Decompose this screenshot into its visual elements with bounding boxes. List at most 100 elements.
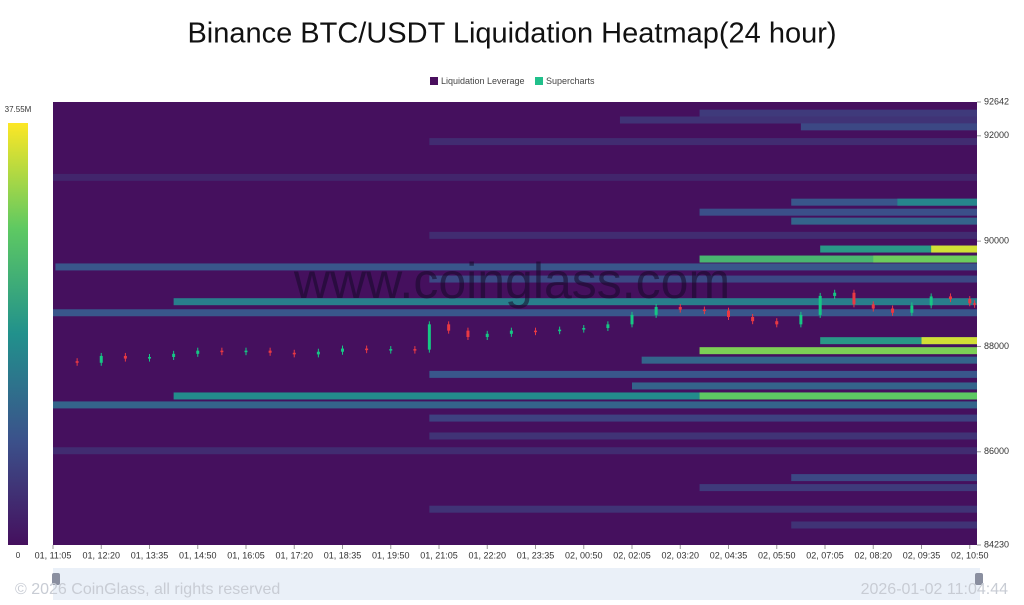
heat-band bbox=[429, 370, 977, 378]
heat-band bbox=[641, 356, 977, 364]
heat-band bbox=[699, 347, 977, 355]
heat-band bbox=[791, 474, 977, 482]
candle bbox=[427, 324, 431, 350]
heat-band bbox=[699, 109, 977, 117]
legend-swatch bbox=[430, 77, 438, 85]
y-tick-label: 90000 bbox=[984, 236, 1009, 246]
candle bbox=[341, 348, 345, 352]
x-tick-label: 01, 18:35 bbox=[324, 550, 362, 560]
heat-band bbox=[429, 432, 977, 440]
heat-band bbox=[873, 255, 977, 263]
color-bar-label: 0 bbox=[16, 551, 21, 560]
candle bbox=[244, 350, 248, 353]
candle bbox=[929, 296, 933, 306]
navigator bbox=[53, 568, 980, 600]
candle bbox=[316, 351, 320, 355]
y-tick-label: 86000 bbox=[984, 446, 1009, 456]
candle bbox=[485, 333, 489, 337]
y-tick-label: 92642 bbox=[984, 96, 1009, 106]
candle bbox=[99, 355, 103, 363]
legend-label: Supercharts bbox=[546, 76, 595, 86]
x-tick-label: 02, 10:50 bbox=[951, 550, 989, 560]
heat-band bbox=[699, 484, 977, 492]
chart-title: Binance BTC/USDT Liquidation Heatmap(24 … bbox=[187, 18, 836, 50]
y-tick-label: 88000 bbox=[984, 341, 1009, 351]
heat-band bbox=[429, 414, 977, 422]
heat-band bbox=[931, 245, 977, 253]
candle bbox=[534, 330, 538, 333]
candle bbox=[75, 361, 79, 363]
candle bbox=[818, 295, 822, 315]
x-tick-label: 01, 13:35 bbox=[131, 550, 169, 560]
candle bbox=[558, 329, 562, 332]
candle bbox=[220, 350, 224, 353]
candle bbox=[973, 303, 977, 305]
heat-band bbox=[429, 138, 977, 146]
heat-band bbox=[173, 392, 977, 400]
candle bbox=[833, 292, 837, 296]
heat-band bbox=[53, 401, 977, 409]
heat-band bbox=[791, 217, 977, 225]
heat-band bbox=[53, 447, 977, 455]
heat-band bbox=[820, 337, 977, 345]
navigator-handle[interactable] bbox=[52, 573, 60, 585]
x-tick-label: 02, 03:20 bbox=[661, 550, 699, 560]
candle bbox=[654, 306, 658, 315]
legend-label: Liquidation Leverage bbox=[441, 76, 525, 86]
heat-band bbox=[791, 198, 977, 206]
x-tick-label: 01, 23:35 bbox=[517, 550, 555, 560]
heat-band bbox=[53, 309, 977, 317]
candle bbox=[582, 328, 586, 330]
plot: www.coinglass.com bbox=[53, 102, 977, 545]
candle bbox=[466, 330, 470, 337]
y-tick-label: 84230 bbox=[984, 539, 1009, 549]
candle bbox=[389, 349, 393, 351]
x-tick-label: 01, 17:20 bbox=[275, 550, 313, 560]
candle bbox=[678, 306, 682, 310]
candle bbox=[172, 353, 176, 357]
x-tick-label: 02, 05:50 bbox=[758, 550, 796, 560]
candle bbox=[751, 316, 755, 322]
x-tick-label: 01, 22:20 bbox=[468, 550, 506, 560]
candle bbox=[196, 350, 200, 354]
x-tick-label: 01, 14:50 bbox=[179, 550, 217, 560]
heat-band bbox=[53, 173, 977, 181]
heat-band bbox=[429, 275, 977, 283]
footer-copyright: © 2026 CoinGlass, all rights reserved bbox=[15, 581, 280, 598]
candle bbox=[799, 314, 803, 325]
x-tick-label: 02, 09:35 bbox=[903, 550, 941, 560]
heat-band bbox=[55, 263, 977, 271]
footer-timestamp: 2026-01-02 11:04:44 bbox=[861, 581, 1008, 598]
candle bbox=[509, 330, 513, 334]
candle bbox=[871, 304, 875, 309]
watermark: www.coinglass.com bbox=[293, 253, 730, 309]
x-tick-label: 02, 07:05 bbox=[806, 550, 844, 560]
candle bbox=[727, 310, 731, 317]
candle bbox=[910, 305, 914, 313]
legend-swatch bbox=[535, 77, 543, 85]
x-tick-label: 02, 08:20 bbox=[854, 550, 892, 560]
x-tick-label: 02, 00:50 bbox=[565, 550, 603, 560]
heat-band bbox=[791, 521, 977, 529]
candle bbox=[268, 350, 272, 353]
candle bbox=[852, 292, 856, 305]
heat-band bbox=[173, 298, 977, 306]
candle bbox=[123, 355, 127, 359]
x-tick-label: 02, 02:05 bbox=[613, 550, 651, 560]
heat-band bbox=[921, 337, 977, 345]
candle bbox=[292, 352, 296, 355]
heat-band bbox=[429, 505, 977, 513]
navigator-handle[interactable] bbox=[975, 573, 983, 585]
candle bbox=[948, 296, 952, 300]
x-tick-label: 01, 21:05 bbox=[420, 550, 458, 560]
color-bar bbox=[8, 123, 28, 545]
y-tick-label: 92000 bbox=[984, 130, 1009, 140]
candle bbox=[968, 299, 972, 304]
x-tick-label: 02, 04:35 bbox=[710, 550, 748, 560]
candle bbox=[413, 349, 417, 351]
heat-band bbox=[619, 116, 977, 124]
x-tick-label: 01, 12:20 bbox=[82, 550, 120, 560]
x-tick-label: 01, 11:05 bbox=[35, 550, 72, 560]
